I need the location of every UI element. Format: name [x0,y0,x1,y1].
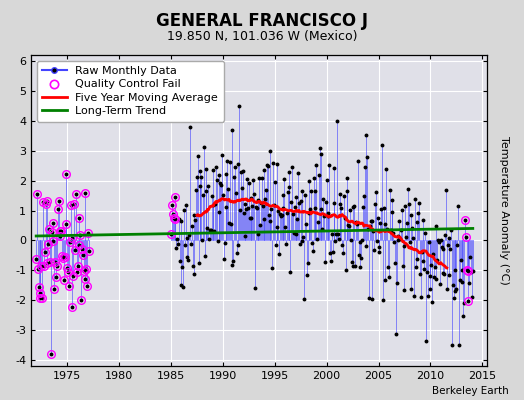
Text: Berkeley Earth: Berkeley Earth [432,386,508,396]
Y-axis label: Temperature Anomaly (°C): Temperature Anomaly (°C) [499,136,509,285]
Text: GENERAL FRANCISCO J: GENERAL FRANCISCO J [156,12,368,30]
Legend: Raw Monthly Data, Quality Control Fail, Five Year Moving Average, Long-Term Tren: Raw Monthly Data, Quality Control Fail, … [37,60,224,122]
Text: 19.850 N, 101.036 W (Mexico): 19.850 N, 101.036 W (Mexico) [167,30,357,43]
